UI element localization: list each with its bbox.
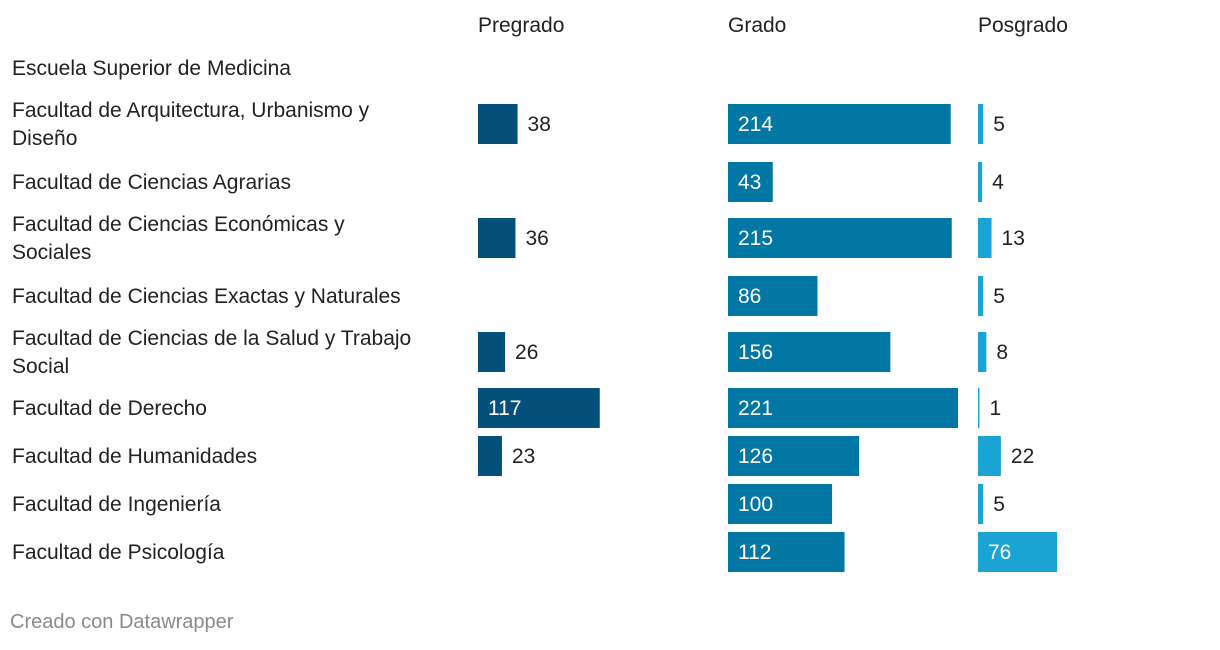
bar-posgrado xyxy=(978,276,984,316)
bar-pregrado xyxy=(478,218,516,258)
value-label-grado: 100 xyxy=(738,493,773,516)
value-label-pregrado: 23 xyxy=(512,445,535,468)
row-label-line: Facultad de Psicología xyxy=(12,541,225,564)
row-label-line: Facultad de Ciencias Exactas y Naturales xyxy=(12,285,401,308)
bar-grado xyxy=(728,162,773,202)
value-label-pregrado: 38 xyxy=(528,113,551,136)
value-label-grado: 215 xyxy=(738,227,773,250)
bar-posgrado xyxy=(978,436,1001,476)
value-label-grado: 156 xyxy=(738,341,773,364)
value-label-posgrado: 4 xyxy=(992,171,1004,194)
row-label: Facultad de Ciencias Económicas y Sociale… xyxy=(12,213,345,264)
value-label-posgrado: 5 xyxy=(993,285,1005,308)
bar-posgrado xyxy=(978,332,987,372)
bar-posgrado xyxy=(978,484,984,524)
bar-grado xyxy=(728,276,818,316)
bar-posgrado xyxy=(978,218,992,258)
value-label-grado: 214 xyxy=(738,113,773,136)
row-label-line: Facultad de Ciencias Económicas y xyxy=(12,213,345,236)
row-label: Facultad de Derecho xyxy=(12,397,207,420)
bar-grado xyxy=(728,532,845,572)
bar-pregrado xyxy=(478,388,600,428)
bar-grado xyxy=(728,484,833,524)
bar-grado xyxy=(728,218,952,258)
bar-pregrado xyxy=(478,436,502,476)
row-label-line: Facultad de Derecho xyxy=(12,397,207,420)
bar-grado xyxy=(728,436,860,476)
row-label-line: Facultad de Arquitectura, Urbanismo y xyxy=(12,99,370,122)
bar-pregrado xyxy=(478,332,506,372)
value-label-pregrado: 26 xyxy=(515,341,538,364)
bar-pregrado xyxy=(478,104,518,144)
datawrapper-credit[interactable]: Creado con Datawrapper xyxy=(10,611,234,633)
bar-posgrado xyxy=(978,162,983,202)
bar-posgrado xyxy=(978,104,984,144)
value-label-posgrado: 13 xyxy=(1002,227,1025,250)
bar-grado xyxy=(728,388,958,428)
row-label-line: Sociales xyxy=(12,241,91,264)
value-label-posgrado: 5 xyxy=(993,113,1005,136)
value-label-grado: 43 xyxy=(738,171,761,194)
bar-grado xyxy=(728,104,951,144)
row-labels: Escuela Superior de Medicina Facultad de … xyxy=(12,57,411,564)
column-header-pregrado: Pregrado xyxy=(478,14,564,37)
column-header-grado: Grado xyxy=(728,14,786,37)
column-headers: Pregrado Grado Posgrado xyxy=(478,14,1068,37)
value-label-posgrado: 22 xyxy=(1011,445,1034,468)
bars xyxy=(478,104,1058,572)
row-label: Facultad de Ciencias Agrarias xyxy=(12,171,291,194)
bar-posgrado xyxy=(978,532,1058,572)
value-label-pregrado: 36 xyxy=(525,227,548,250)
value-label-grado: 221 xyxy=(738,397,773,420)
value-label-posgrado: 1 xyxy=(990,397,1002,420)
row-label: Facultad de Ciencias de la Salud y Traba… xyxy=(12,327,411,378)
row-label: Facultad de Humanidades xyxy=(12,445,257,468)
row-label-line: Facultad de Ciencias Agrarias xyxy=(12,171,291,194)
value-label-grado: 86 xyxy=(738,285,761,308)
row-label: Escuela Superior de Medicina xyxy=(12,57,291,80)
row-label-line: Facultad de Ingeniería xyxy=(12,493,221,516)
bar-posgrado xyxy=(978,388,980,428)
row-label-line: Facultad de Humanidades xyxy=(12,445,257,468)
value-label-posgrado: 76 xyxy=(988,541,1011,564)
row-label-line: Social xyxy=(12,355,69,378)
value-labels: 3836261172321443215861562211261001125413… xyxy=(488,113,1034,564)
row-label-line: Diseño xyxy=(12,127,77,150)
value-label-pregrado: 117 xyxy=(488,397,521,420)
row-label: Facultad de Psicología xyxy=(12,541,225,564)
value-label-grado: 126 xyxy=(738,445,773,468)
row-label: Facultad de Arquitectura, Urbanismo y Dis… xyxy=(12,99,370,150)
value-label-grado: 112 xyxy=(738,541,771,564)
column-header-posgrado: Posgrado xyxy=(978,14,1068,37)
row-label-line: Facultad de Ciencias de la Salud y Traba… xyxy=(12,327,411,350)
row-label: Facultad de Ciencias Exactas y Naturales xyxy=(12,285,401,308)
value-label-posgrado: 5 xyxy=(993,493,1005,516)
bar-grado xyxy=(728,332,891,372)
row-label: Facultad de Ingeniería xyxy=(12,493,221,516)
row-label-line: Escuela Superior de Medicina xyxy=(12,57,291,80)
value-label-posgrado: 8 xyxy=(996,341,1008,364)
